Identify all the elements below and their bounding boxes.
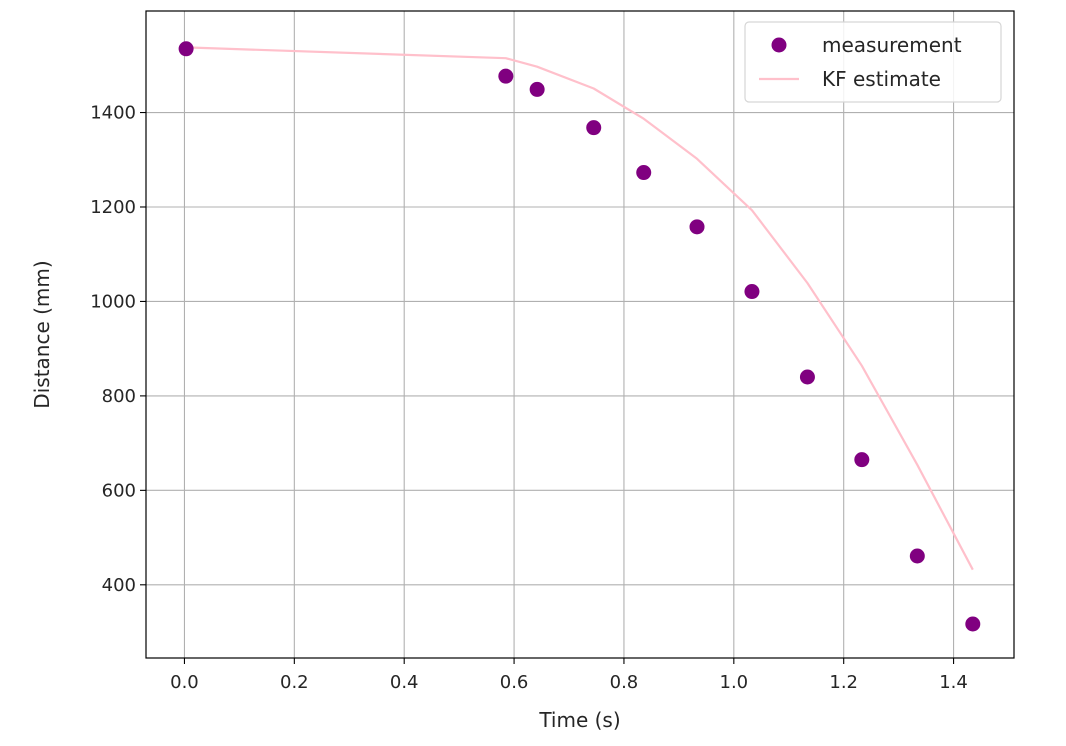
measurement-point: [178, 41, 194, 57]
y-tick-label: 800: [102, 386, 136, 407]
measurement-point: [586, 120, 602, 136]
x-tick-label: 0.2: [280, 672, 309, 693]
x-axis-label: Time (s): [538, 708, 620, 732]
x-tick-label: 0.0: [170, 672, 199, 693]
axis-ticks: 0.0 0.2 0.4 0.6 0.8 1.0 1.2 1.4 400 600 800 1000 120…: [90, 103, 968, 693]
x-tick-label: 0.6: [500, 672, 529, 693]
y-tick-label: 1400: [90, 103, 136, 124]
measurement-point: [744, 284, 760, 300]
measurement-point: [498, 68, 514, 84]
x-tick-label: 1.4: [939, 672, 968, 693]
legend: measurement KF estimate: [744, 21, 1002, 103]
measurement-point: [799, 369, 815, 385]
x-tick-label: 1.0: [720, 672, 749, 693]
measurement-points-layer: [178, 41, 981, 632]
y-tick-label: 600: [102, 480, 136, 501]
legend-label: measurement: [822, 33, 962, 57]
measurement-point: [854, 452, 870, 468]
legend-marker-swatch: [771, 37, 787, 53]
measurement-point: [689, 219, 705, 235]
measurement-point: [965, 616, 981, 632]
y-tick-label: 400: [102, 575, 136, 596]
measurement-point: [529, 81, 545, 97]
grid: [146, 11, 1014, 658]
plot-frame: [145, 10, 1015, 659]
y-axis-label: Distance (mm): [30, 260, 54, 408]
measurement-point: [636, 165, 652, 181]
x-tick-label: 1.2: [829, 672, 858, 693]
legend-box: [744, 21, 1002, 103]
legend-label: KF estimate: [822, 67, 941, 91]
measurement-point: [909, 548, 925, 564]
y-tick-label: 1200: [90, 197, 136, 218]
y-tick-label: 1000: [90, 291, 136, 312]
kf-estimate-line: [186, 46, 974, 571]
x-tick-label: 0.4: [390, 672, 419, 693]
x-tick-label: 0.8: [610, 672, 639, 693]
kf-line-layer: [186, 46, 974, 571]
